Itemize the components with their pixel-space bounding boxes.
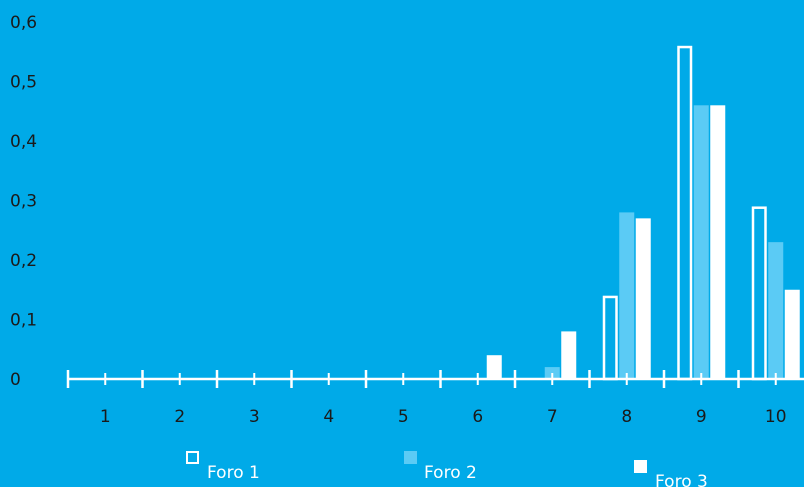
legend-swatch-foro-1: [186, 451, 199, 464]
x-axis: [66, 370, 804, 388]
bar-foro-2: [768, 242, 784, 379]
bar-foro-1: [751, 206, 767, 381]
y-tick-label: 0,6: [10, 13, 37, 33]
x-tick-label: 7: [547, 407, 558, 427]
bar-foro-1: [677, 45, 693, 381]
x-axis-ticks: 1 2 3 4 5 6 7 8 9 10: [100, 407, 787, 427]
y-tick-label: 0,4: [10, 132, 37, 152]
bar-foro-2: [693, 105, 709, 380]
y-tick-label: 0,2: [10, 251, 37, 271]
x-tick-label: 1: [100, 407, 111, 427]
y-axis-ticks: 0 0,1 0,2 0,3 0,4 0,5 0,6: [10, 13, 37, 390]
legend-label-foro-1: Foro 1: [207, 463, 260, 483]
x-tick-label: 2: [174, 407, 185, 427]
legend-item-foro-3: Foro 3: [634, 460, 708, 487]
y-tick-label: 0: [10, 370, 21, 390]
legend-label-foro-2: Foro 2: [424, 463, 477, 483]
bar-foro-3: [561, 331, 577, 379]
legend-swatch-foro-3: [634, 460, 647, 473]
legend-item-foro-2: Foro 2: [404, 451, 477, 483]
bar-foro-3: [710, 105, 726, 380]
legend-item-foro-1: Foro 1: [186, 451, 260, 483]
bar-foro-3: [635, 218, 651, 379]
bar-foro-1: [602, 295, 618, 381]
x-tick-label: 8: [621, 407, 632, 427]
x-tick-label: 3: [249, 407, 260, 427]
x-tick-label: 6: [472, 407, 483, 427]
bar-series: [486, 45, 800, 381]
legend: Foro 1 Foro 2 Foro 3: [186, 451, 708, 487]
x-tick-label: 9: [696, 407, 707, 427]
legend-label-foro-3: Foro 3: [655, 472, 708, 487]
x-tick-label: 4: [323, 407, 334, 427]
bar-foro-3: [784, 289, 800, 379]
y-tick-label: 0,1: [10, 311, 37, 331]
bar-foro-2: [619, 212, 635, 379]
bar-foro-3: [486, 355, 502, 379]
legend-swatch-foro-2: [404, 451, 417, 464]
x-tick-label: 10: [765, 407, 787, 427]
y-tick-label: 0,3: [10, 192, 37, 212]
y-tick-label: 0,5: [10, 73, 37, 93]
x-tick-label: 5: [398, 407, 409, 427]
